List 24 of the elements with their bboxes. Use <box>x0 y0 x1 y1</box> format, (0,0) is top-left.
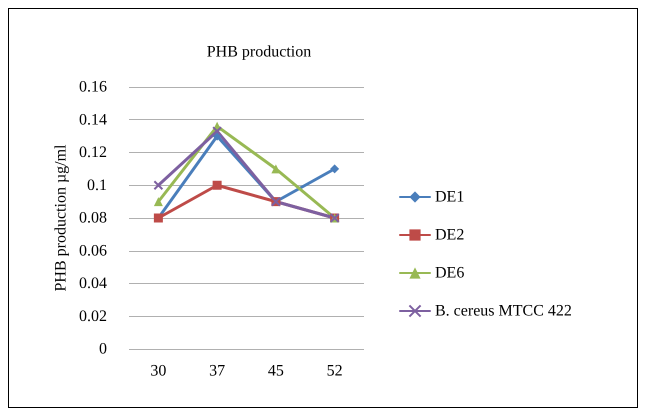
point <box>330 164 340 174</box>
x-tick-label: 30 <box>150 362 166 380</box>
x-tick-label: 45 <box>268 362 284 380</box>
point <box>153 180 164 190</box>
chart-title: PHB production <box>206 44 312 60</box>
y-tick-label: 0.02 <box>79 308 107 325</box>
legend-label: DE1 <box>435 188 464 206</box>
y-tick-label: 0.1 <box>87 176 107 194</box>
legend-label: B. cereus MTCC 422 <box>435 302 572 320</box>
y-tick-label: 0.06 <box>79 242 107 260</box>
y-tick-label: 0 <box>99 340 107 358</box>
y-axis-title: PHB production µg/ml <box>52 144 70 292</box>
y-tick-label: 0.16 <box>79 78 107 96</box>
x-tick-label: 52 <box>326 362 343 380</box>
legend-label: DE6 <box>435 264 464 282</box>
point <box>212 126 222 136</box>
y-tick-label: 0.08 <box>79 210 107 226</box>
y-tick-label: 0.12 <box>79 144 107 161</box>
point <box>212 180 222 190</box>
point <box>154 197 163 206</box>
y-tick-label: 0.04 <box>79 275 107 292</box>
y-tick-label: 0.14 <box>79 111 107 128</box>
legend-label: DE2 <box>435 226 464 244</box>
x-tick-label: 37 <box>209 362 226 380</box>
